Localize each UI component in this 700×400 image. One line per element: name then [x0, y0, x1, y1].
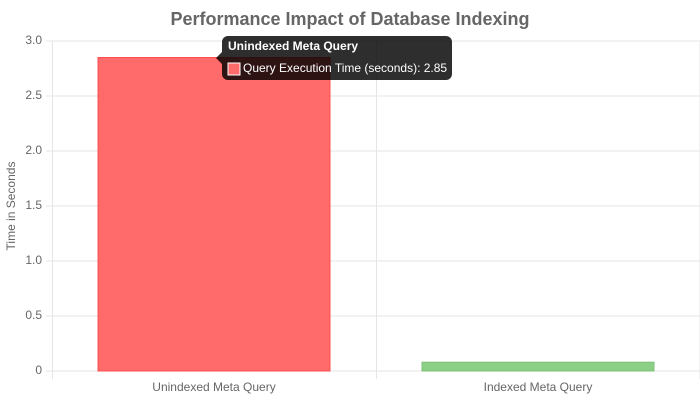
y-tick-label: 0	[35, 363, 42, 377]
bar	[421, 361, 655, 372]
tooltip-label: Query Execution Time (seconds): 2.85	[243, 61, 447, 75]
x-tick-label: Unindexed Meta Query	[152, 380, 275, 394]
tooltip-box	[216, 36, 452, 80]
x-tick-label: Indexed Meta Query	[484, 380, 593, 394]
chart-title: Performance Impact of Database Indexing	[170, 9, 529, 29]
y-tick-label: 2.5	[25, 88, 42, 102]
tooltip-swatch	[227, 62, 241, 76]
y-tick-label: 2.0	[25, 143, 42, 157]
y-axis-label: Time in Seconds	[4, 162, 18, 251]
y-tick-label: 1.5	[25, 198, 42, 212]
bar	[97, 57, 331, 372]
y-tick-label: 3.0	[25, 33, 42, 47]
y-tick-label: 1.0	[25, 253, 42, 267]
y-tick-label: 0.5	[25, 308, 42, 322]
tooltip-title: Unindexed Meta Query	[228, 39, 358, 53]
tooltip: Unindexed Meta Query Query Execution Time…	[216, 36, 452, 80]
